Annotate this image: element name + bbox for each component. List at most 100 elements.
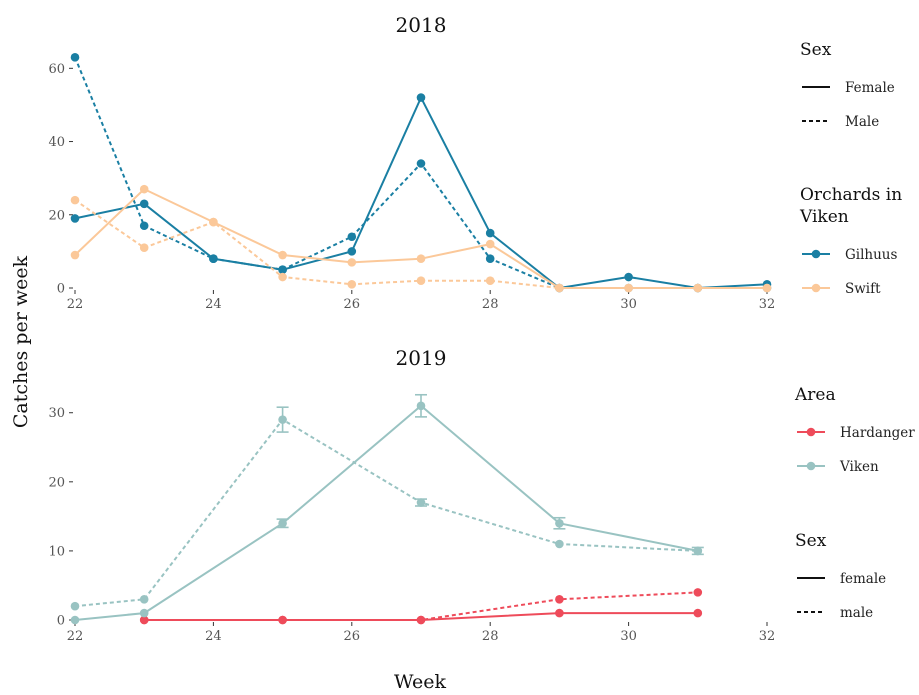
data-point-swift-male: [139, 243, 149, 253]
data-point-hardanger-male: [139, 615, 149, 625]
data-point-swift-female: [485, 239, 495, 249]
data-point-viken-male: [278, 415, 287, 424]
data-point-viken-female: [416, 401, 426, 411]
series-line-swift-female: [74, 188, 767, 289]
data-point-gilhuus-male: [416, 159, 426, 168]
legend: Sex female male: [795, 531, 886, 621]
data-point-swift-male: [762, 283, 772, 293]
series-line-viken-female: [74, 404, 698, 621]
legend-key-point: [806, 427, 816, 437]
legend-label: Female: [845, 80, 895, 96]
data-point-hardanger-male: [278, 615, 287, 625]
legend: Sex Female Male: [800, 40, 895, 130]
x-tick-label: 24: [205, 629, 222, 644]
x-tick-label: 26: [344, 297, 361, 312]
data-point-swift-male: [278, 272, 287, 282]
x-tick-label: 28: [482, 629, 499, 644]
data-point-gilhuus-male: [485, 254, 495, 264]
data-point-viken-female: [278, 518, 287, 528]
data-point-hardanger-male: [693, 588, 703, 597]
data-point-swift-female: [416, 254, 426, 264]
data-point-swift-female: [70, 250, 80, 260]
data-point-swift-male: [70, 195, 80, 205]
data-point-gilhuus-male: [70, 53, 80, 62]
data-point-swift-female: [278, 250, 287, 260]
y-tick-label: 0: [57, 282, 65, 297]
data-point-swift-female: [347, 258, 357, 267]
series-line-viken-male: [74, 418, 698, 608]
legend-key-point: [811, 249, 821, 259]
legend-title: Viken: [799, 207, 849, 227]
data-point-viken-male: [693, 546, 703, 556]
x-tick-label: 22: [67, 629, 84, 644]
data-point-swift-male: [209, 217, 218, 227]
data-point-swift-male: [347, 280, 357, 289]
y-tick-label: 10: [48, 544, 65, 559]
x-tick-label: 30: [620, 629, 637, 644]
y-axis-title: Catches per week: [10, 255, 32, 428]
legend-title: Sex: [795, 531, 827, 551]
data-point-hardanger-male: [416, 615, 426, 625]
y-tick-label: 40: [48, 135, 65, 150]
panel-title: 2019: [396, 346, 447, 370]
data-point-gilhuus-female: [347, 247, 357, 256]
data-point-viken-female: [70, 615, 80, 625]
data-point-gilhuus-female: [624, 272, 633, 282]
data-point-swift-male: [693, 283, 703, 293]
data-point-hardanger-female: [555, 608, 564, 618]
x-tick-label: 28: [482, 297, 499, 312]
y-tick-label: 30: [48, 406, 65, 421]
legend-title: Orchards in: [800, 185, 902, 205]
legend-key-point: [806, 461, 816, 471]
chart-panel-2019: 2019 0 10 20 30 22 24 26 28 30 32 Area Hardanger Vike…: [48, 346, 915, 644]
data-point-viken-male: [555, 539, 564, 549]
legend-label: female: [840, 571, 886, 587]
legend-key-point: [811, 283, 821, 293]
chart-panel-2018: 2018 0 20 40 60 22 24 26 28 30 32 Sex Female Male Orch…: [48, 13, 902, 312]
legend-title: Area: [794, 385, 836, 405]
data-point-swift-female: [139, 184, 149, 194]
panel-title: 2018: [396, 13, 447, 37]
x-tick-label: 24: [205, 297, 222, 312]
x-tick-label: 32: [759, 297, 776, 312]
data-point-gilhuus-female: [139, 199, 149, 209]
data-point-viken-female: [139, 608, 149, 618]
legend-label: Hardanger: [840, 425, 915, 441]
y-tick-label: 0: [57, 614, 65, 629]
data-point-hardanger-male: [555, 594, 564, 604]
y-tick-label: 20: [48, 208, 65, 223]
legend-label: male: [840, 605, 873, 621]
y-tick-label: 20: [48, 475, 65, 490]
data-point-gilhuus-male: [278, 265, 287, 274]
x-tick-label: 32: [759, 629, 776, 644]
data-point-viken-male: [70, 601, 80, 611]
data-point-swift-male: [624, 283, 633, 293]
x-tick-label: 22: [67, 297, 84, 312]
data-point-viken-male: [416, 498, 426, 507]
x-tick-label: 30: [620, 297, 637, 312]
series-line-swift-male: [74, 199, 767, 289]
data-point-gilhuus-female: [485, 228, 495, 238]
data-point-gilhuus-male: [209, 254, 218, 264]
legend: Area Hardanger Viken: [794, 385, 915, 475]
data-point-swift-male: [416, 276, 426, 285]
legend-label: Male: [845, 114, 879, 130]
data-point-viken-male: [139, 594, 149, 604]
data-point-gilhuus-male: [139, 221, 149, 231]
x-tick-label: 26: [344, 629, 361, 644]
x-axis-title: Week: [394, 671, 446, 693]
data-point-gilhuus-female: [70, 214, 80, 223]
legend-label: Gilhuus: [845, 247, 898, 263]
y-tick-label: 60: [48, 62, 65, 77]
legend-title: Sex: [800, 40, 832, 60]
legend-label: Viken: [839, 459, 879, 475]
series-line-gilhuus-male: [74, 56, 767, 289]
data-point-viken-female: [555, 518, 564, 528]
data-point-gilhuus-female: [416, 93, 426, 102]
data-point-gilhuus-male: [347, 232, 357, 242]
legend-label: Swift: [845, 281, 881, 297]
data-point-swift-male: [485, 276, 495, 285]
data-point-swift-male: [555, 283, 564, 293]
